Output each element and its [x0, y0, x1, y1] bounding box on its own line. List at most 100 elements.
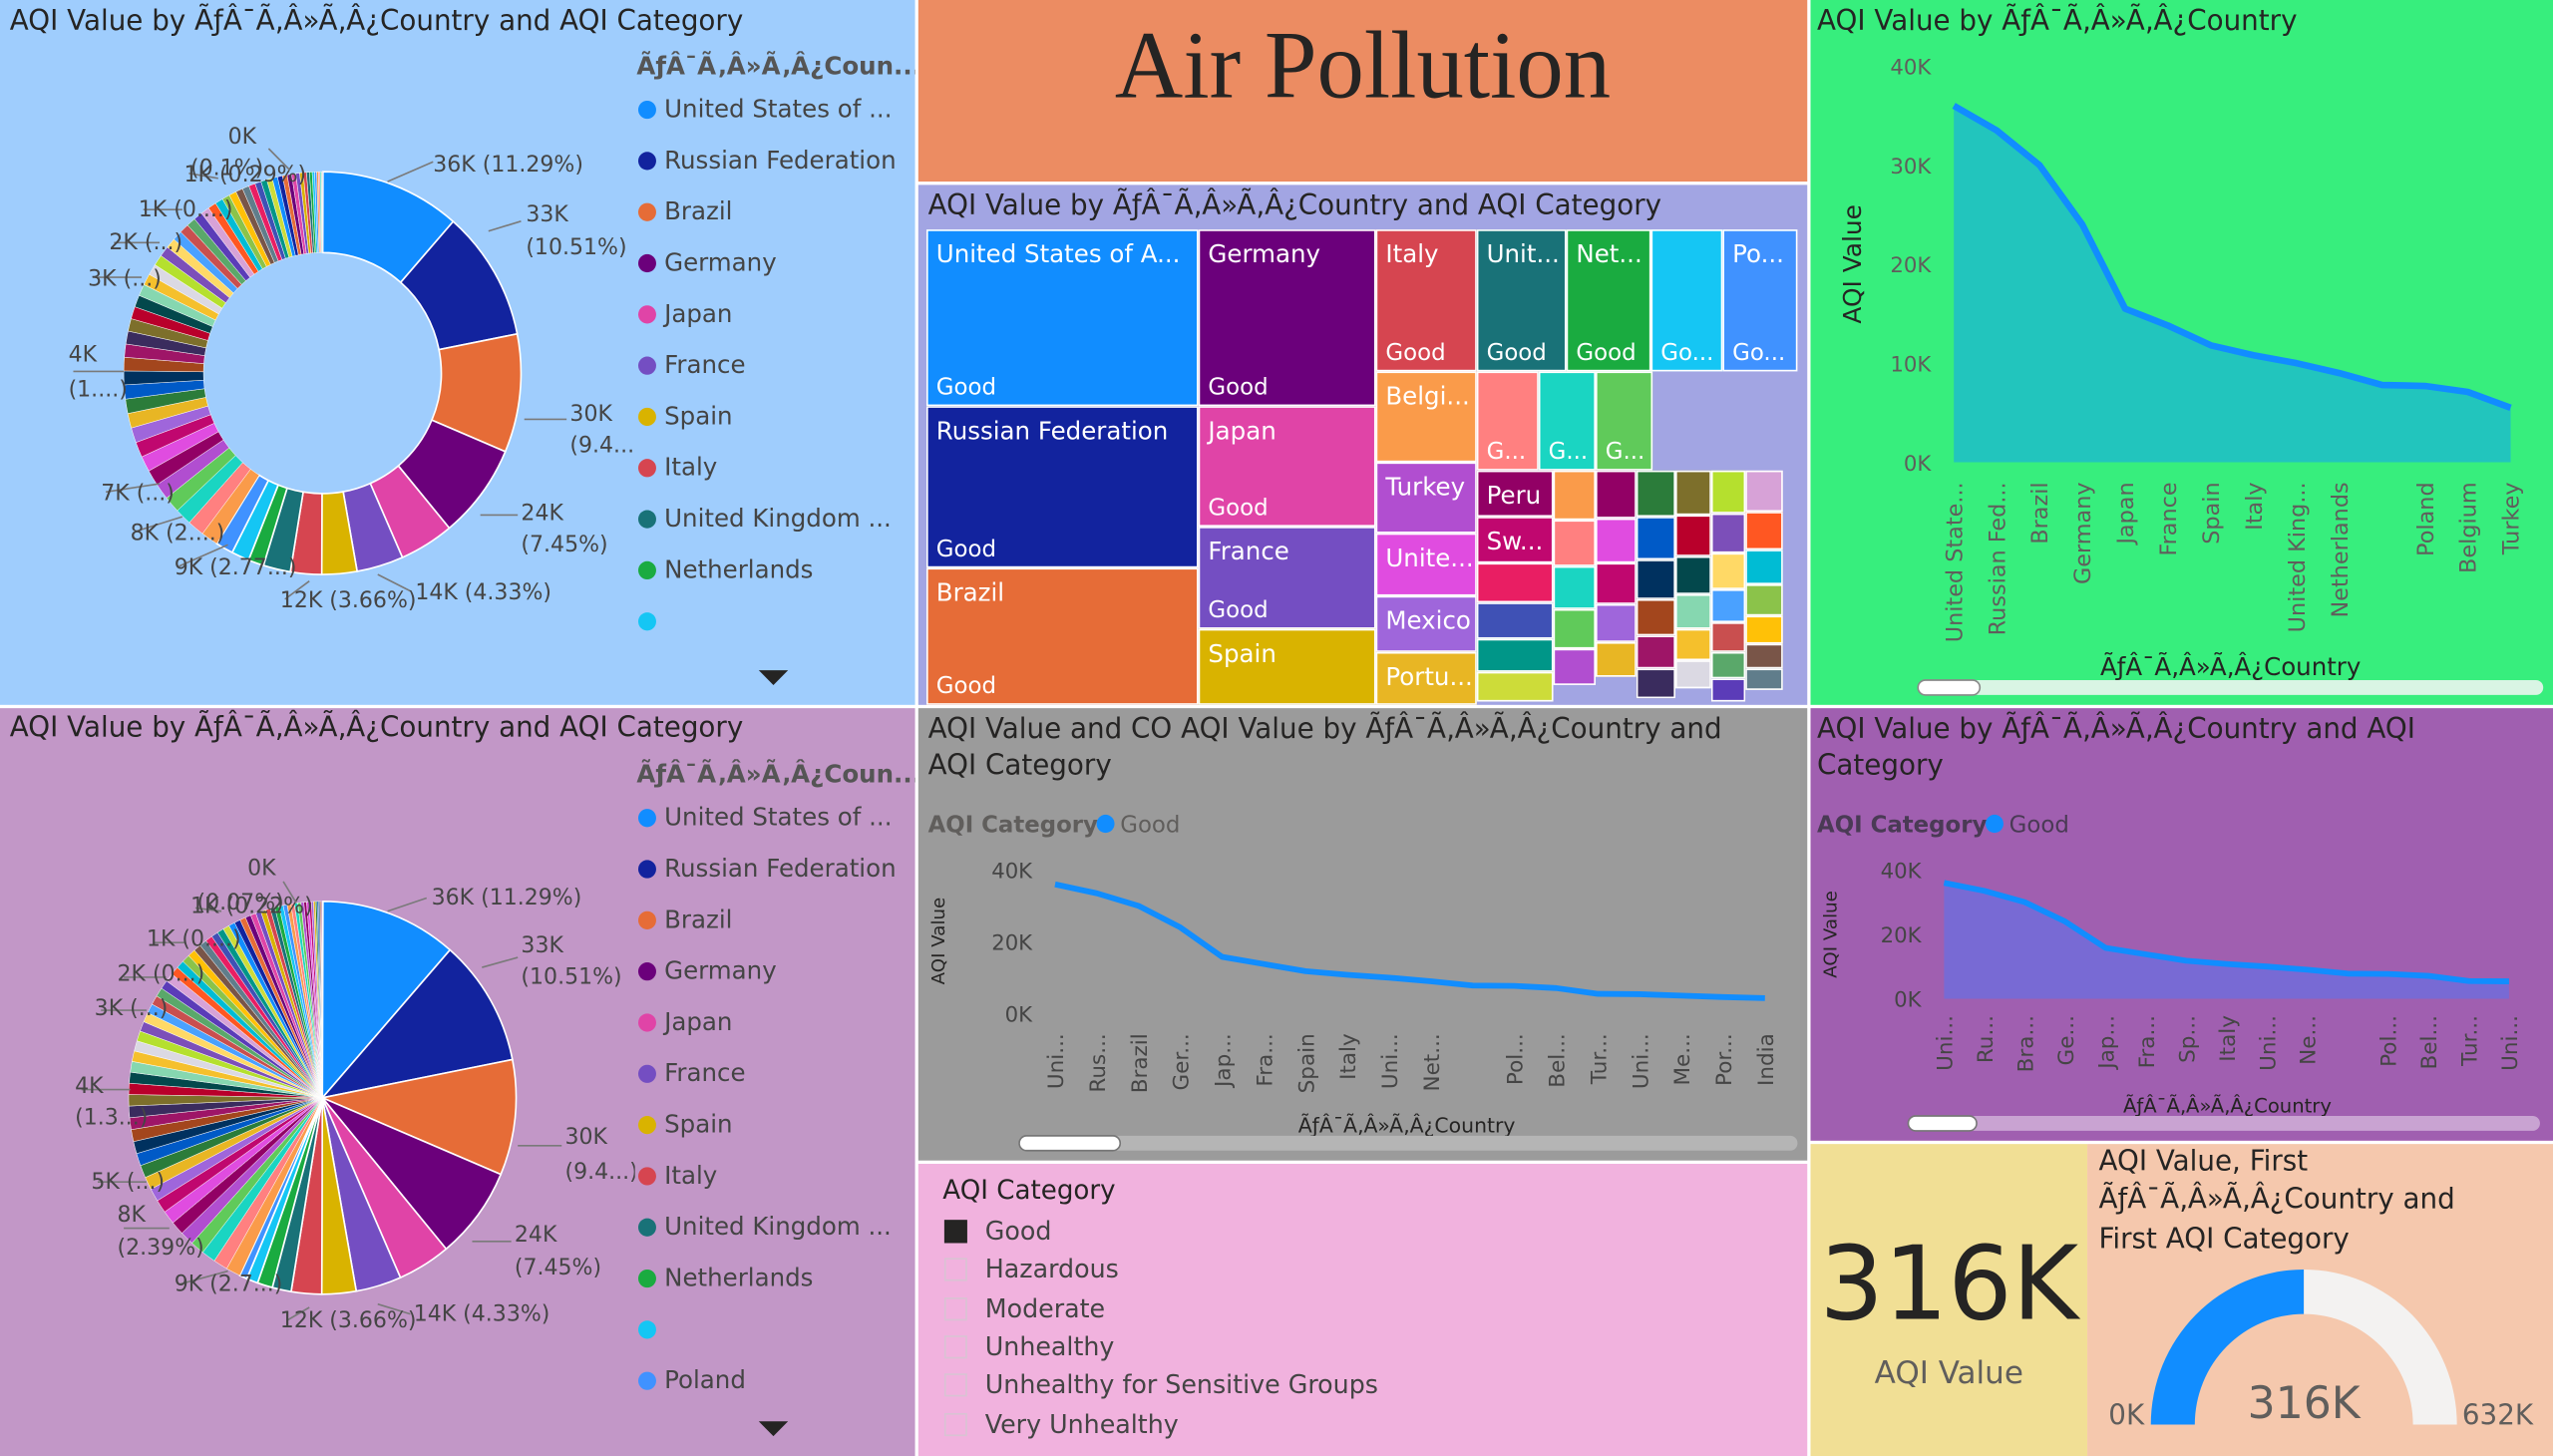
treemap-cell[interactable]: [1674, 470, 1711, 516]
treemap-cell[interactable]: [1745, 583, 1783, 616]
treemap-cell[interactable]: [1710, 588, 1746, 623]
treemap-cell[interactable]: [1636, 668, 1675, 699]
legend-item[interactable]: Germany: [637, 955, 777, 985]
treemap-cell[interactable]: Belgi...: [1375, 371, 1477, 463]
treemap-cell[interactable]: Unit... Good: [1476, 229, 1567, 372]
horizontal-scrollbar[interactable]: [1908, 1116, 2540, 1131]
treemap-cell[interactable]: Unite...: [1375, 533, 1477, 596]
legend-item[interactable]: Russian Federation: [637, 146, 897, 175]
legend-scroll-down-icon[interactable]: [758, 670, 789, 685]
slicer-item[interactable]: Good: [943, 1217, 1051, 1247]
treemap-cell[interactable]: [1636, 559, 1675, 599]
legend-item[interactable]: Netherlands: [637, 554, 813, 584]
legend-item[interactable]: France: [637, 350, 746, 380]
treemap-cell[interactable]: Net... Good: [1566, 229, 1651, 372]
treemap-cell[interactable]: [1674, 660, 1711, 689]
treemap-cell[interactable]: [1636, 470, 1675, 518]
legend-item[interactable]: United Kingdom ...: [637, 1212, 892, 1242]
donut-chart[interactable]: 36K (11.29%) 33K (10.51%) 30K (9.4...) 24K (7.…: [0, 41, 635, 701]
treemap-cell[interactable]: [1745, 470, 1783, 513]
scrollbar-thumb[interactable]: [1018, 1135, 1122, 1152]
slicer-item[interactable]: Unhealthy: [943, 1332, 1114, 1361]
treemap-cell[interactable]: [1710, 513, 1746, 553]
treemap-cell[interactable]: Brazil Good: [925, 567, 1199, 705]
treemap-cell[interactable]: [1710, 552, 1746, 589]
legend-scroll-down-icon[interactable]: [758, 1421, 789, 1437]
treemap-cell[interactable]: Italy Good: [1375, 229, 1477, 372]
legend-item[interactable]: Italy: [637, 453, 717, 482]
treemap-cell[interactable]: [1595, 470, 1637, 519]
treemap-cell[interactable]: [1553, 608, 1596, 649]
checkbox-icon[interactable]: [943, 1412, 967, 1436]
area2-chart[interactable]: AQI Category Good 40K 20K 0K Uni... Ru... Bra..…: [1811, 708, 2553, 1141]
treemap-cell[interactable]: [1710, 651, 1746, 679]
legend-item[interactable]: Brazil: [637, 196, 732, 226]
treemap-cell[interactable]: Germany Good: [1198, 229, 1376, 407]
donut-panel[interactable]: AQI Value by ÃƒÂ¯Ã‚Â»Ã‚Â¿Country and AQI…: [0, 0, 915, 705]
series-line[interactable]: [1943, 880, 2509, 984]
treemap-cell[interactable]: Spain: [1198, 628, 1376, 705]
treemap-cell[interactable]: Portu...: [1375, 651, 1477, 705]
treemap-cell[interactable]: G...: [1538, 371, 1596, 471]
legend-item[interactable]: United States of ...: [637, 802, 892, 832]
checkbox-icon[interactable]: [943, 1220, 967, 1244]
treemap-cell[interactable]: Sw...: [1476, 517, 1554, 563]
treemap-chart[interactable]: United States of A... Good Russian Federat…: [925, 229, 1799, 705]
pie-chart[interactable]: 36K (11.29%) 33K (10.51%) 30K (9.4...) 24K (7.…: [0, 758, 635, 1451]
treemap-cell[interactable]: [1745, 615, 1783, 644]
line-panel[interactable]: AQI Value and CO AQI Value by ÃƒÂ¯Ã‚Â»Ã‚…: [917, 708, 1808, 1161]
slicer-item[interactable]: Very Unhealthy: [943, 1409, 1179, 1439]
pie-slice[interactable]: [321, 1097, 503, 1251]
pie-panel[interactable]: AQI Value by ÃƒÂ¯Ã‚Â»Ã‚Â¿Country and AQI…: [0, 708, 915, 1456]
treemap-cell[interactable]: Go...: [1650, 229, 1723, 372]
treemap-cell[interactable]: [1636, 517, 1675, 560]
treemap-cell[interactable]: [1595, 562, 1637, 604]
treemap-cell[interactable]: [1476, 671, 1554, 702]
gauge-panel[interactable]: AQI Value, First ÃƒÂ¯Ã‚Â»Ã‚Â¿Country and…: [2087, 1144, 2553, 1456]
area2-panel[interactable]: AQI Value by ÃƒÂ¯Ã‚Â»Ã‚Â¿Country and AQI…: [1810, 708, 2553, 1141]
treemap-cell[interactable]: [1710, 622, 1746, 652]
legend-item[interactable]: Japan: [637, 1007, 732, 1037]
treemap-cell[interactable]: [1745, 549, 1783, 584]
treemap-cell[interactable]: France Good: [1198, 527, 1376, 629]
treemap-cell[interactable]: [1476, 562, 1554, 603]
scrollbar-thumb[interactable]: [1907, 1115, 1978, 1132]
treemap-cell[interactable]: United States of A... Good: [925, 229, 1199, 407]
treemap-cell[interactable]: [1595, 603, 1637, 642]
treemap-cell[interactable]: [1595, 518, 1637, 563]
treemap-cell[interactable]: [1710, 470, 1746, 514]
slicer-item[interactable]: Moderate: [943, 1293, 1105, 1323]
legend-item[interactable]: Spain: [637, 401, 733, 431]
treemap-cell[interactable]: [1710, 678, 1746, 702]
checkbox-icon[interactable]: [943, 1296, 967, 1320]
area-chart[interactable]: 40K 30K 20K 10K 0K United State... Russian Fed…: [1811, 0, 2553, 705]
pie-slice[interactable]: [322, 901, 324, 1098]
treemap-cell[interactable]: [1476, 602, 1554, 639]
horizontal-scrollbar[interactable]: [1019, 1135, 1798, 1151]
gauge-chart[interactable]: 316K 0K 632K: [2087, 1144, 2553, 1456]
treemap-cell[interactable]: Japan Good: [1198, 406, 1376, 528]
treemap-cell[interactable]: [1636, 598, 1675, 636]
treemap-cell[interactable]: [1674, 593, 1711, 629]
treemap-cell[interactable]: [1745, 512, 1783, 550]
treemap-cell[interactable]: G...: [1595, 371, 1653, 471]
scrollbar-thumb[interactable]: [1917, 679, 1982, 696]
treemap-cell[interactable]: [1674, 555, 1711, 594]
treemap-cell[interactable]: [1674, 628, 1711, 661]
slicer-item[interactable]: Hazardous: [943, 1256, 1119, 1284]
checkbox-icon[interactable]: [943, 1334, 967, 1359]
legend-item[interactable]: [637, 1314, 664, 1344]
treemap-cell[interactable]: Turkey: [1375, 462, 1477, 534]
horizontal-scrollbar[interactable]: [1918, 679, 2544, 695]
series-line[interactable]: [1952, 103, 2512, 411]
treemap-cell[interactable]: [1745, 643, 1783, 669]
checkbox-icon[interactable]: [943, 1258, 967, 1282]
treemap-cell[interactable]: G...: [1476, 371, 1539, 471]
pie-slice[interactable]: [320, 948, 514, 1100]
legend-item[interactable]: United States of ...: [637, 94, 892, 124]
treemap-cell[interactable]: Mexico: [1375, 595, 1477, 652]
area-panel[interactable]: AQI Value by ÃƒÂ¯Ã‚Â»Ã‚Â¿Country 40K 30K 2…: [1810, 0, 2553, 705]
treemap-panel[interactable]: AQI Value by ÃƒÂ¯Ã‚Â»Ã‚Â¿Country and AQI…: [917, 184, 1808, 705]
pie-slice[interactable]: [319, 1058, 518, 1176]
checkbox-icon[interactable]: [943, 1373, 967, 1397]
